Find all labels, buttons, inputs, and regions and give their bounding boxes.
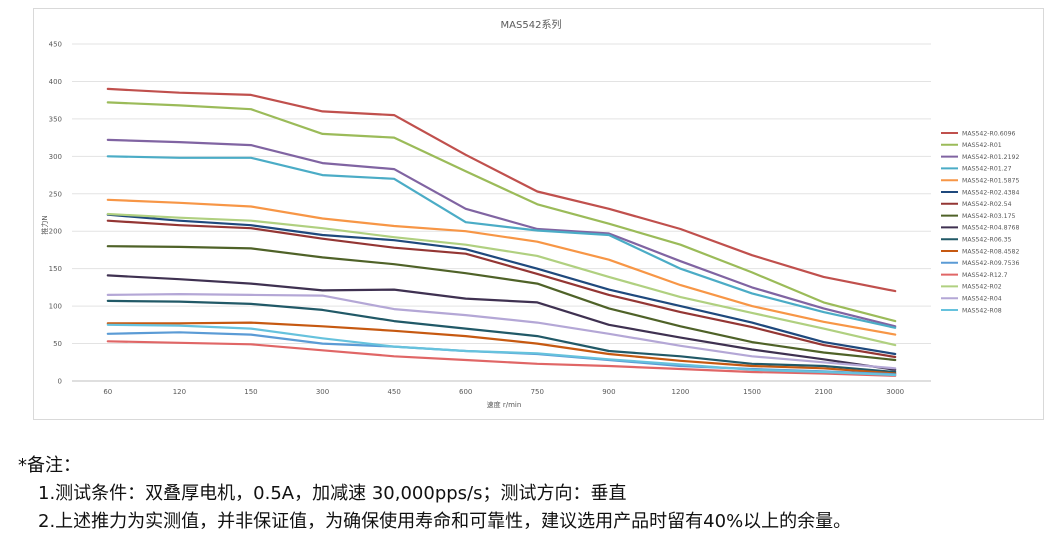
legend-label: MAS542-R08 xyxy=(962,307,1002,314)
series-line xyxy=(106,340,897,377)
notes-line-2: 2.上述推力为实测值，并非保证值，为确保使用寿命和可靠性，建议选用产品时留有40… xyxy=(38,511,852,532)
legend-label: MAS542-R03.175 xyxy=(962,213,1016,220)
x-tick-label: 120 xyxy=(173,388,186,396)
legend-label: MAS542-R01.5875 xyxy=(962,178,1019,185)
legend-label: MAS542-R02.4384 xyxy=(962,189,1019,196)
x-axis-label: 速度 r/min xyxy=(487,400,522,409)
notes-section: *备注： 1.测试条件：双叠厚电机，0.5A，加减速 30,000pps/s；测… xyxy=(18,452,851,536)
x-tick-label: 300 xyxy=(316,388,329,396)
y-axis-label: 推力N xyxy=(40,215,49,234)
y-tick-label: 300 xyxy=(49,153,62,161)
x-tick-label: 3000 xyxy=(886,388,904,396)
series-line xyxy=(106,155,897,329)
x-tick-label: 1200 xyxy=(672,388,690,396)
series-line xyxy=(106,299,897,374)
legend-label: MAS542-R09.7536 xyxy=(962,260,1019,267)
y-tick-label: 200 xyxy=(49,228,62,236)
legend-label: MAS542-R02 xyxy=(962,284,1002,291)
legend-label: MAS542-R08.4582 xyxy=(962,248,1019,255)
legend-label: MAS542-R02.54 xyxy=(962,201,1012,208)
legend-label: MAS542-R0.6096 xyxy=(962,130,1016,137)
legend-label: MAS542-R12.7 xyxy=(962,272,1008,279)
legend-label: MAS542-R01 xyxy=(962,142,1002,149)
series-line xyxy=(106,138,897,328)
x-tick-label: 150 xyxy=(244,388,257,396)
x-tick-label: 2100 xyxy=(815,388,833,396)
chart-container: MAS542系列 0 50 100 150 200 250 300 350 400 450 60 1… xyxy=(33,8,1044,420)
series-line xyxy=(106,219,897,359)
y-tick-label: 400 xyxy=(49,78,62,86)
legend-label: MAS542-R04.8768 xyxy=(962,225,1019,232)
y-tick-label: 450 xyxy=(49,41,62,49)
x-tick-label: 900 xyxy=(602,388,615,396)
series-line xyxy=(106,293,897,370)
legend-label: MAS542-R04 xyxy=(962,296,1002,303)
y-tick-label: 0 xyxy=(58,378,62,386)
y-tick-label: 150 xyxy=(49,265,62,273)
series-line xyxy=(106,274,897,371)
y-tick-label: 100 xyxy=(49,303,62,311)
y-tick-label: 50 xyxy=(53,340,62,348)
series-line xyxy=(106,101,897,323)
x-tick-label: 1500 xyxy=(743,388,761,396)
series-line xyxy=(106,245,897,362)
x-tick-label: 750 xyxy=(531,388,544,396)
x-tick-label: 450 xyxy=(387,388,400,396)
series-line xyxy=(106,212,897,347)
legend-label: MAS542-R01.2192 xyxy=(962,154,1019,161)
series-line xyxy=(106,213,897,356)
x-tick-label: 60 xyxy=(103,388,112,396)
y-tick-label: 250 xyxy=(49,190,62,198)
series-line xyxy=(106,323,897,377)
line-chart: MAS542系列 0 50 100 150 200 250 300 350 400 450 60 1… xyxy=(40,18,1019,409)
series-line xyxy=(106,198,897,336)
y-tick-label: 350 xyxy=(49,115,62,123)
legend-label: MAS542-R06.35 xyxy=(962,237,1012,244)
notes-title: *备注： xyxy=(18,455,81,476)
notes-line-1: 1.测试条件：双叠厚电机，0.5A，加减速 30,000pps/s；测试方向：垂… xyxy=(38,483,627,504)
series-line xyxy=(106,87,897,293)
series-line xyxy=(106,321,897,375)
chart-title: MAS542系列 xyxy=(501,18,562,31)
legend-label: MAS542-R01.27 xyxy=(962,166,1012,173)
x-tick-label: 600 xyxy=(459,388,472,396)
